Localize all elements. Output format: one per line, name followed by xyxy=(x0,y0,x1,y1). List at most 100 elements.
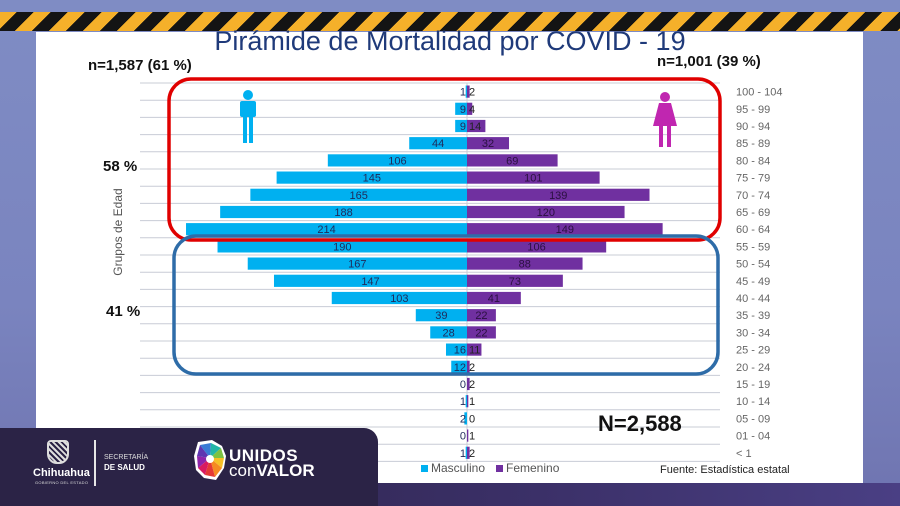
hazard-stripe-banner xyxy=(0,12,900,31)
bar-female-8 xyxy=(467,223,663,236)
state-name: Chihuahua xyxy=(33,467,90,479)
bar-female-7 xyxy=(467,205,625,219)
bar-male-10 xyxy=(247,257,467,270)
legend-swatch-male xyxy=(421,465,428,473)
bar-female-18 xyxy=(467,395,469,408)
brand-convalor: conVALOR xyxy=(229,461,315,481)
value-label-female-4: 69 xyxy=(506,155,518,167)
bar-female-5 xyxy=(467,171,600,184)
bar-female-15 xyxy=(467,343,482,356)
bar-male-9 xyxy=(217,240,467,253)
bar-female-0 xyxy=(467,85,470,98)
value-label-male-5: 145 xyxy=(363,173,381,185)
value-label-male-9: 190 xyxy=(333,241,351,253)
category-label-20: 01 - 04 xyxy=(736,431,770,443)
bar-male-21 xyxy=(465,446,467,459)
value-label-male-8: 214 xyxy=(317,224,335,236)
bar-female-12 xyxy=(467,291,521,305)
value-label-male-19: 2 xyxy=(460,413,466,425)
chihuahua-map-logo-icon xyxy=(194,440,226,480)
value-label-female-20: 1 xyxy=(469,431,475,443)
bar-male-5 xyxy=(276,171,467,184)
value-label-male-4: 106 xyxy=(388,155,406,167)
bar-male-7 xyxy=(220,205,467,219)
value-label-female-2: 14 xyxy=(469,121,481,133)
legend-item-femenino: Femenino xyxy=(496,461,559,475)
value-label-male-10: 167 xyxy=(348,259,366,271)
bar-male-3 xyxy=(409,137,467,150)
bar-female-16 xyxy=(467,360,470,373)
value-label-male-13: 39 xyxy=(435,310,447,322)
value-label-male-11: 147 xyxy=(361,276,379,288)
secretaria-line2: DE SALUD xyxy=(104,463,145,472)
category-label-12: 40 - 44 xyxy=(736,293,770,305)
category-label-11: 45 - 49 xyxy=(736,276,770,288)
value-label-female-14: 22 xyxy=(475,327,487,339)
bar-male-19 xyxy=(464,412,467,425)
female-total-label: n=1,001 (39 %) xyxy=(657,53,761,70)
secretaria-line1: SECRETARÍA xyxy=(104,454,149,461)
lower-group-box xyxy=(172,234,720,376)
chart-title: Pirámide de Mortalidad por COVID - 19 xyxy=(214,26,686,56)
bar-male-15 xyxy=(445,343,467,356)
value-label-female-7: 120 xyxy=(537,207,555,219)
category-label-15: 25 - 29 xyxy=(736,345,770,357)
source-note: Fuente: Estadística estatal xyxy=(660,464,790,476)
value-label-female-10: 88 xyxy=(519,259,531,271)
category-label-13: 35 - 39 xyxy=(736,310,770,322)
category-label-14: 30 - 34 xyxy=(736,327,770,339)
value-label-female-9: 106 xyxy=(527,241,545,253)
bar-female-9 xyxy=(467,240,607,253)
value-label-male-18: 1 xyxy=(460,396,466,408)
total-count-label: N=2,588 xyxy=(598,411,682,436)
value-label-male-0: 1 xyxy=(460,87,466,99)
bar-male-4 xyxy=(327,154,467,167)
value-label-male-7: 188 xyxy=(334,207,352,219)
value-label-male-12: 103 xyxy=(390,293,408,305)
value-label-female-3: 32 xyxy=(482,138,494,150)
male-total-label: n=1,587 (61 %) xyxy=(88,57,192,74)
upper-group-box xyxy=(167,77,722,242)
category-label-16: 20 - 24 xyxy=(736,362,770,374)
value-label-female-11: 73 xyxy=(509,276,521,288)
category-label-10: 50 - 54 xyxy=(736,259,770,271)
bar-female-14 xyxy=(467,326,496,339)
category-label-0: 100 - 104 xyxy=(736,87,782,99)
bar-female-13 xyxy=(467,309,496,322)
category-label-6: 70 - 74 xyxy=(736,190,770,202)
legend-label-male: Masculino xyxy=(431,461,486,475)
category-label-17: 15 - 19 xyxy=(736,379,770,391)
value-label-male-20: 0 xyxy=(460,431,466,443)
value-label-female-1: 4 xyxy=(469,104,475,116)
bar-female-20 xyxy=(467,429,469,442)
value-label-female-8: 149 xyxy=(556,224,574,236)
value-label-male-6: 165 xyxy=(349,190,367,202)
female-person-icon xyxy=(653,92,677,147)
lower-group-percent: 41 % xyxy=(106,303,141,320)
bar-male-2 xyxy=(455,119,467,133)
category-label-8: 60 - 64 xyxy=(736,224,770,236)
category-label-4: 80 - 84 xyxy=(736,155,770,167)
category-label-19: 05 - 09 xyxy=(736,413,770,425)
category-label-9: 55 - 59 xyxy=(736,241,770,253)
male-person-icon xyxy=(240,90,256,143)
bar-male-16 xyxy=(451,360,467,373)
chihuahua-shield-icon xyxy=(47,440,69,464)
bar-female-1 xyxy=(467,102,473,115)
brand-valor: VALOR xyxy=(256,461,315,480)
bar-male-13 xyxy=(415,309,467,322)
category-labels: 100 - 104 95 - 99 90 - 94 85 - 89 80 - 84 75 … xyxy=(736,87,782,460)
category-label-1: 95 - 99 xyxy=(736,104,770,116)
category-label-7: 65 - 69 xyxy=(736,207,770,219)
category-label-3: 85 - 89 xyxy=(736,138,770,150)
legend-swatch-female xyxy=(496,465,503,473)
bar-male-1 xyxy=(455,102,467,115)
legend-label-female: Femenino xyxy=(506,461,560,475)
value-label-female-18: 1 xyxy=(469,396,475,408)
bar-male-11 xyxy=(273,274,467,287)
value-label-female-21: 2 xyxy=(469,448,475,460)
bar-female-11 xyxy=(467,274,563,287)
bars xyxy=(186,85,663,459)
bar-female-4 xyxy=(467,154,558,167)
